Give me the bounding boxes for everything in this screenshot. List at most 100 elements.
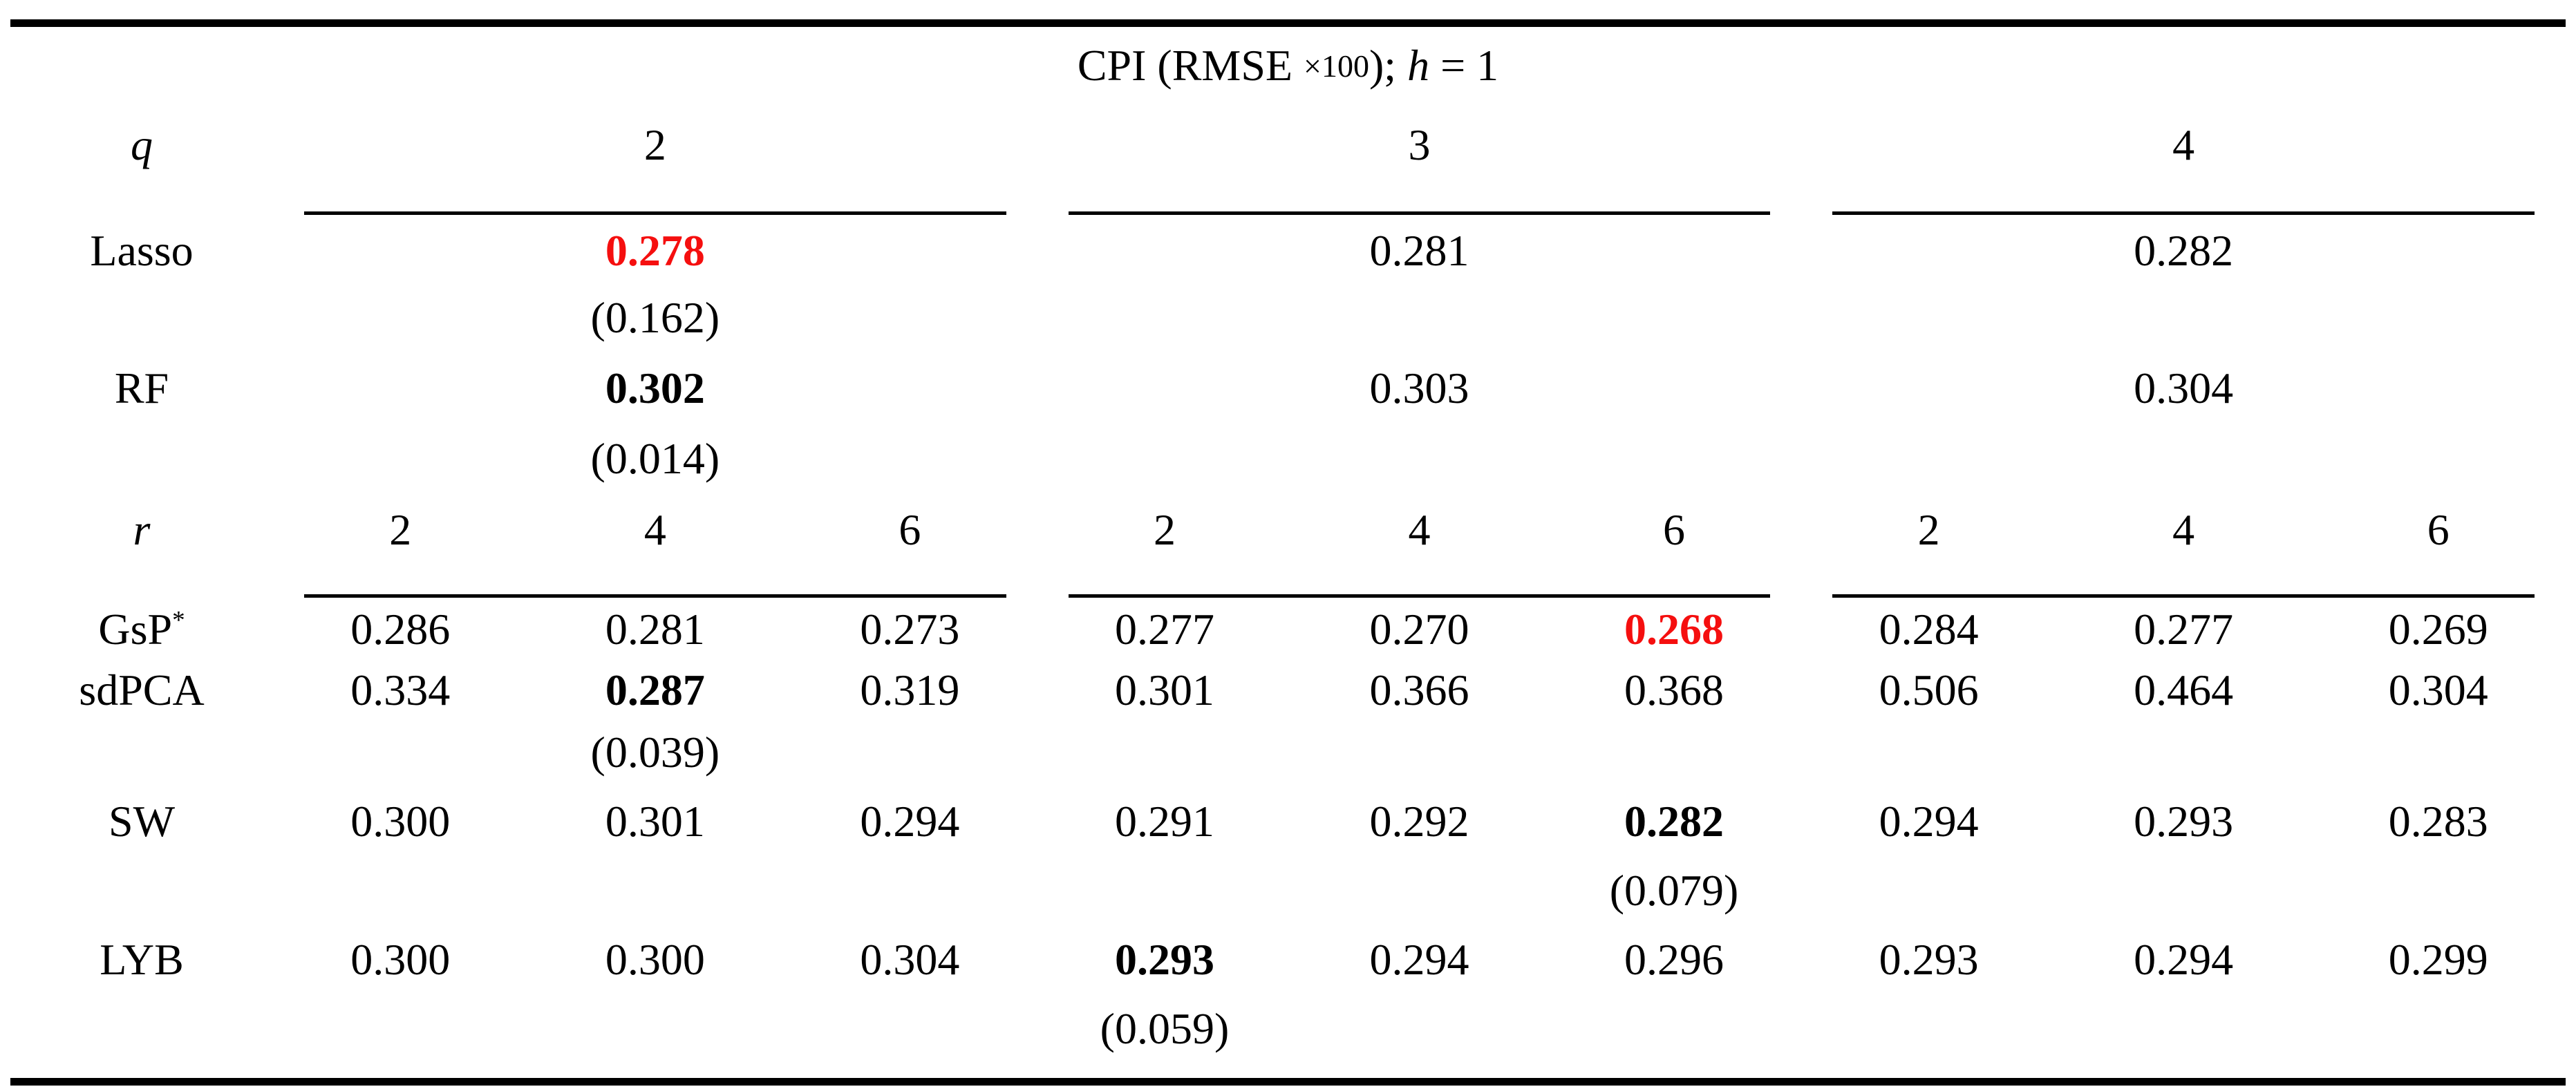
method-label: LYB <box>100 935 184 984</box>
bottom-spacer <box>10 1061 2566 1078</box>
table-title: CPI (RMSE ×100); h = 1 <box>10 27 2566 104</box>
r-row-label: r <box>133 505 151 554</box>
std-error-value: (0.079) <box>1609 866 1739 915</box>
rmse-value: 0.284 <box>1879 605 1979 654</box>
group-header-q4: 4 <box>2172 120 2195 169</box>
rmse-value: 0.294 <box>1369 935 1469 984</box>
rmse-value: 0.299 <box>2388 935 2488 984</box>
r-header-row: r 2 4 6 2 4 6 2 4 6 <box>10 491 2566 569</box>
table-row-lyb: LYB 0.300 0.300 0.304 0.293 0.294 0.296 … <box>10 922 2566 997</box>
title-text-mid: ); <box>1369 41 1408 90</box>
rmse-value: 0.269 <box>2388 605 2488 654</box>
col-header-r: 6 <box>1663 505 1686 554</box>
rmse-value: 0.300 <box>605 935 705 984</box>
cmidrule <box>1832 211 2535 215</box>
std-error-value: (0.059) <box>1100 1004 1230 1053</box>
rmse-value: 0.303 <box>1369 363 1469 413</box>
rmse-value: 0.301 <box>1114 665 1214 714</box>
method-label: Lasso <box>90 226 194 275</box>
rmse-value: 0.270 <box>1369 605 1469 654</box>
rmse-value: 0.304 <box>860 935 960 984</box>
rmse-value: 0.300 <box>350 935 451 984</box>
rmse-value: 0.277 <box>2134 605 2234 654</box>
cmidrule-row-q <box>10 186 2566 216</box>
rmse-value: 0.277 <box>1114 605 1214 654</box>
std-error-value: (0.039) <box>590 728 720 777</box>
rmse-value: 0.302 <box>605 363 705 413</box>
method-label: GsP* <box>10 607 273 652</box>
col-header-r: 2 <box>1153 505 1176 554</box>
rmse-value: 0.273 <box>860 605 960 654</box>
rmse-value: 0.281 <box>605 605 705 654</box>
rmse-value: 0.294 <box>2134 935 2234 984</box>
col-header-r: 6 <box>2427 505 2450 554</box>
rmse-value: 0.293 <box>1879 935 1979 984</box>
col-header-r: 6 <box>899 505 921 554</box>
table-row-sw-se: (0.079) <box>10 859 2566 922</box>
rmse-value: 0.319 <box>860 665 960 714</box>
col-header-r: 2 <box>1917 505 1940 554</box>
cmidrule <box>304 211 1006 215</box>
title-h-value: = 1 <box>1429 41 1499 90</box>
col-header-r: 2 <box>389 505 412 554</box>
table-row-lyb-se: (0.059) <box>10 997 2566 1061</box>
rmse-value: 0.281 <box>1369 226 1469 275</box>
rmse-value: 0.464 <box>2134 665 2234 714</box>
group-header-q2: 2 <box>643 120 666 169</box>
method-label: sdPCA <box>79 665 205 714</box>
rmse-value: 0.282 <box>2134 226 2234 275</box>
method-label-text: GsP <box>98 605 173 654</box>
rmse-value: 0.282 <box>1624 797 1724 846</box>
std-error-value: (0.014) <box>590 434 720 483</box>
col-header-r: 4 <box>643 505 666 554</box>
rmse-value: 0.296 <box>1624 935 1724 984</box>
rmse-value: 0.291 <box>1114 797 1214 846</box>
cmidrule <box>1068 211 1771 215</box>
method-label: RF <box>114 363 169 413</box>
rmse-value: 0.292 <box>1369 797 1469 846</box>
rmse-value: 0.334 <box>350 665 451 714</box>
rmse-value: 0.294 <box>1879 797 1979 846</box>
method-label-superscript: * <box>172 606 185 635</box>
cmidrule-row-r <box>10 569 2566 599</box>
rmse-value: 0.278 <box>605 226 705 275</box>
table-row-gsp: GsP* 0.286 0.281 0.273 0.277 0.270 0.268… <box>10 599 2566 660</box>
col-header-r: 4 <box>2172 505 2195 554</box>
table-row-rf-se: (0.014) <box>10 426 2566 491</box>
title-times-100: ×100 <box>1304 48 1369 84</box>
rmse-value: 0.283 <box>2388 797 2488 846</box>
table-row-sdpca: sdPCA 0.334 0.287 0.319 0.301 0.366 0.36… <box>10 660 2566 721</box>
table-row-sw: SW 0.300 0.301 0.294 0.291 0.292 0.282 0… <box>10 784 2566 859</box>
rmse-value: 0.301 <box>605 797 705 846</box>
rmse-value: 0.293 <box>2134 797 2234 846</box>
col-header-r: 4 <box>1408 505 1431 554</box>
q-row-label: q <box>131 120 153 169</box>
rmse-value: 0.506 <box>1879 665 1979 714</box>
rmse-value: 0.286 <box>350 605 451 654</box>
top-rule <box>10 19 2566 27</box>
bottom-rule <box>10 1078 2566 1086</box>
table-row-lasso-se: (0.162) <box>10 285 2566 350</box>
rmse-value: 0.304 <box>2134 363 2234 413</box>
rmse-value: 0.294 <box>860 797 960 846</box>
cmidrule <box>1832 594 2535 598</box>
cmidrule <box>1068 594 1771 598</box>
cmidrule <box>304 594 1006 598</box>
rmse-value: 0.368 <box>1624 665 1724 714</box>
rmse-value: 0.293 <box>1114 935 1214 984</box>
table-row-lasso: Lasso 0.278 0.281 0.282 <box>10 216 2566 285</box>
rmse-value: 0.287 <box>605 665 705 714</box>
method-label: SW <box>109 797 175 846</box>
rmse-value: 0.268 <box>1624 605 1724 654</box>
table-row-rf: RF 0.302 0.303 0.304 <box>10 350 2566 426</box>
title-h-variable: h <box>1407 41 1430 90</box>
table-row-sdpca-se: (0.039) <box>10 721 2566 784</box>
rmse-value: 0.304 <box>2388 665 2488 714</box>
rmse-value: 0.300 <box>350 797 451 846</box>
title-text: CPI (RMSE <box>1077 41 1304 90</box>
group-header-q3: 3 <box>1408 120 1431 169</box>
std-error-value: (0.162) <box>590 293 720 342</box>
q-header-row: q 2 3 4 <box>10 104 2566 186</box>
rmse-value: 0.366 <box>1369 665 1469 714</box>
